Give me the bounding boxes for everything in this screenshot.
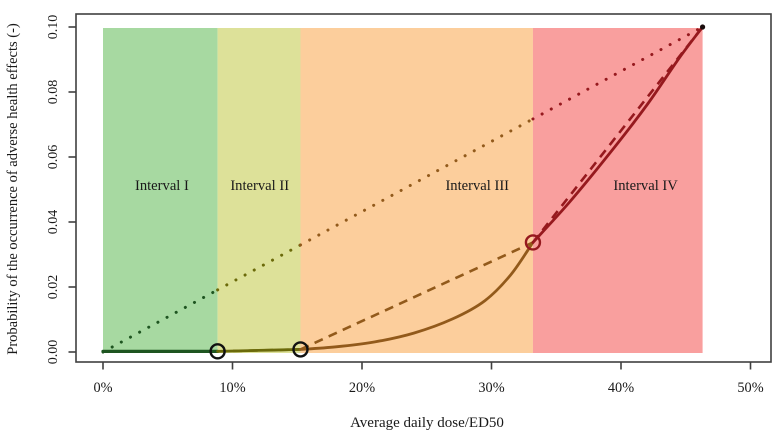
interval-bands: [103, 28, 703, 353]
x-tick-label: 0%: [93, 380, 112, 396]
x-tick-label: 20%: [349, 380, 375, 396]
solid-dose-response-curve: [531, 25, 704, 244]
x-axis-title: Average daily dose/ED50: [350, 415, 504, 431]
dotted-reference-line: [101, 288, 220, 354]
curve-end-dot: [699, 24, 706, 30]
dotted-reference-line: [531, 25, 705, 121]
y-tick-label: 0.02: [46, 275, 61, 300]
x-tick-label: 40%: [608, 380, 634, 396]
chart-series: [101, 25, 705, 354]
y-tick-label: 0.08: [46, 80, 61, 105]
chart-markers: [209, 24, 706, 360]
threshold-marker-circle: [292, 341, 309, 358]
solid-dose-response-curve: [216, 348, 302, 353]
y-tick-label: 0.00: [46, 340, 61, 365]
interval-label: Interval IV: [613, 178, 678, 194]
interval-label: Interval II: [230, 178, 289, 194]
plot-frame: [75, 13, 772, 363]
dashed-interpolation-line: [299, 241, 534, 351]
solid-dose-response-curve: [299, 241, 535, 351]
threshold-marker-circle: [209, 343, 226, 360]
x-tick-label: 10%: [219, 380, 245, 396]
interval-band: [217, 28, 301, 353]
y-tick-label: 0.04: [46, 210, 61, 235]
x-tick-label: 30%: [478, 380, 504, 396]
threshold-marker-circle: [524, 234, 542, 251]
plot-border: [75, 13, 772, 363]
interval-band: [532, 28, 703, 353]
x-tick-label: 50%: [737, 380, 763, 396]
y-tick-label: 0.06: [46, 145, 61, 170]
axis-ticks: 0% 10% 20% 30% 40% 50% 0.00 0.02 0.04 0.06 0.08 0.1…: [46, 15, 764, 396]
interval-label: Interval I: [135, 178, 189, 194]
y-axis-title: Probability of the occurrence of adverse…: [5, 23, 21, 355]
interval-labels: Interval I Interval II Interval III Interva…: [135, 178, 678, 194]
interval-label: Interval III: [445, 178, 509, 194]
y-tick-label: 0.10: [46, 15, 61, 40]
interval-band: [103, 28, 218, 353]
interval-band: [300, 28, 533, 353]
